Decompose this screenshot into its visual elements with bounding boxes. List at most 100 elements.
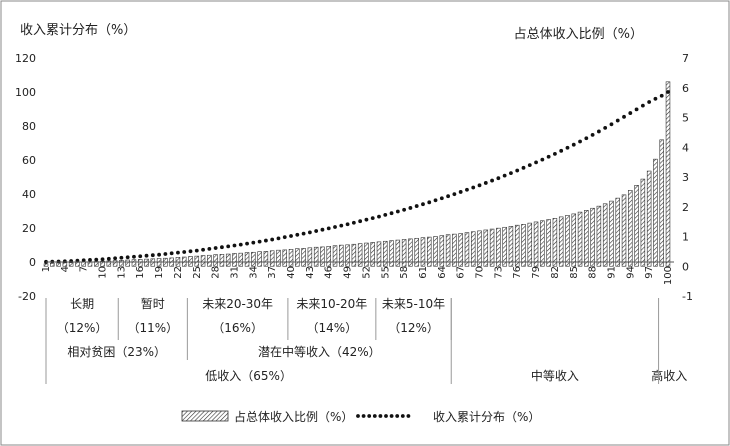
- cumulative-point: [408, 206, 413, 210]
- cumulative-point: [301, 231, 306, 236]
- x-tick: 49: [343, 266, 354, 279]
- y-right-tick: 7: [682, 52, 689, 65]
- legend-dot: [367, 414, 372, 418]
- x-tick: 37: [267, 266, 278, 279]
- group-label: 未来10-20年: [296, 297, 367, 311]
- cumulative-point: [289, 234, 293, 238]
- x-tick: 100: [663, 266, 674, 285]
- y-left-tick: 60: [22, 154, 36, 167]
- cumulative-point: [559, 148, 564, 153]
- income-share-bar: [251, 251, 256, 267]
- legend-dot: [361, 414, 366, 418]
- income-share-bar: [477, 230, 482, 267]
- legend-line-label: 收入累计分布（%）: [433, 410, 540, 424]
- x-tick: 61: [418, 266, 429, 279]
- y-right-axis-title: 占总体收入比例（%）: [514, 27, 643, 42]
- cumulative-point: [314, 229, 319, 233]
- x-tick: 76: [512, 266, 523, 279]
- x-tick: 43: [305, 266, 316, 279]
- cumulative-point: [647, 100, 652, 104]
- cumulative-point: [282, 235, 287, 240]
- cumulative-point: [666, 90, 670, 94]
- cumulative-point: [119, 255, 124, 260]
- cumulative-point: [320, 227, 325, 232]
- income-share-bar: [307, 247, 313, 267]
- income-share-bar: [200, 255, 206, 267]
- legend-line-swatch: [356, 414, 411, 418]
- income-share-bar: [131, 259, 137, 267]
- cumulative-point: [276, 236, 281, 241]
- y-right-tick: 5: [682, 112, 689, 125]
- cumulative-point: [207, 247, 212, 251]
- cumulative-point: [477, 183, 482, 188]
- income-share-bar: [43, 263, 49, 267]
- cumulative-point: [245, 241, 249, 246]
- cumulative-point: [452, 192, 457, 197]
- cumulative-point: [138, 254, 143, 259]
- group-label-level2: 潜在中等收入（42%）: [258, 344, 381, 359]
- income-share-bar: [395, 239, 401, 267]
- cumulative-point: [364, 217, 369, 222]
- cumulative-point: [502, 173, 507, 178]
- group-label: 暂时: [141, 297, 165, 311]
- income-share-bar: [433, 236, 438, 267]
- income-share-bar: [596, 205, 602, 267]
- income-share-bar: [584, 210, 589, 267]
- group-label-level3: 低收入（65%）: [205, 369, 292, 383]
- y-left-tick: 20: [22, 222, 36, 235]
- group-pct: （11%）: [127, 321, 178, 335]
- cumulative-point: [113, 256, 118, 261]
- income-share-bar: [207, 254, 212, 267]
- income-share-bar: [640, 178, 646, 267]
- income-share-bar: [125, 259, 130, 267]
- income-share-bar: [389, 240, 394, 267]
- income-share-bar: [269, 250, 275, 267]
- legend-dot: [389, 414, 394, 418]
- cumulative-point: [446, 194, 451, 199]
- cumulative-point: [163, 252, 168, 256]
- income-share-bar: [119, 259, 124, 267]
- cumulative-distribution-line: [44, 90, 670, 264]
- income-share-bar: [565, 215, 570, 267]
- x-tick: 91: [606, 266, 617, 279]
- cumulative-point: [546, 154, 551, 159]
- y-left-tick: 0: [29, 256, 36, 269]
- y-left-tick-labels: 120 100 80 60 40 20 0 -20: [15, 52, 36, 303]
- x-tick: 67: [456, 266, 467, 279]
- cumulative-point: [483, 181, 488, 185]
- income-share-bar: [483, 229, 489, 267]
- group-label-level2: 相对贫困（23%）: [67, 344, 166, 359]
- cumulative-point: [358, 219, 363, 224]
- cumulative-point: [496, 176, 501, 181]
- income-share-bar: [527, 222, 533, 267]
- income-share-bar: [357, 243, 363, 267]
- cumulative-point: [414, 204, 419, 208]
- legend-dot: [356, 414, 360, 418]
- income-share-bar: [282, 249, 287, 267]
- y-right-tick-labels: 7 6 5 4 3 2 1 0 -1: [682, 52, 693, 303]
- income-share-bar: [351, 243, 357, 267]
- cumulative-point: [433, 198, 438, 203]
- income-share-bar: [508, 226, 514, 267]
- income-share-bar: [137, 259, 143, 267]
- income-share-bar: [219, 254, 225, 267]
- cumulative-point: [578, 139, 582, 144]
- x-tick: 73: [493, 266, 504, 279]
- income-share-bar: [263, 251, 269, 267]
- y-left-axis-title: 收入累计分布（%）: [20, 23, 136, 38]
- income-share-bar: [514, 224, 520, 267]
- group-pct: （12%）: [57, 321, 108, 335]
- group-pct: （14%）: [307, 321, 358, 335]
- income-share-bar: [646, 170, 652, 267]
- cumulative-point: [106, 256, 111, 261]
- x-tick: 22: [173, 266, 184, 279]
- income-share-bar: [276, 249, 281, 267]
- cumulative-point: [590, 132, 595, 137]
- income-share-bar: [100, 260, 105, 267]
- cumulative-point: [653, 96, 658, 101]
- cumulative-point: [377, 214, 381, 219]
- income-share-bar: [313, 246, 319, 267]
- legend-dot: [400, 414, 405, 418]
- income-share-bar: [414, 237, 419, 267]
